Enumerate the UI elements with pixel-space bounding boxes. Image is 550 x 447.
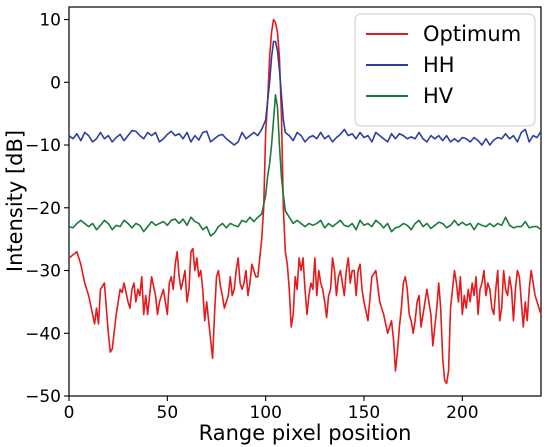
y-tick-label: −50 bbox=[25, 387, 61, 407]
x-tick-label: 100 bbox=[249, 403, 281, 423]
y-tick-label: −20 bbox=[25, 199, 61, 219]
legend-label-optimum: Optimum bbox=[423, 22, 521, 46]
ticks-layer: 0 50 100 150 200 −50 −40 −30 −20 −10 0 10 bbox=[25, 11, 478, 423]
x-tick-label: 150 bbox=[348, 403, 380, 423]
x-axis-label: Range pixel position bbox=[199, 421, 412, 445]
x-tick-label: 200 bbox=[446, 403, 478, 423]
y-tick-label: 0 bbox=[50, 73, 61, 93]
series-line-hv bbox=[68, 94, 542, 237]
y-axis-label: Intensity [dB] bbox=[3, 130, 27, 272]
y-tick-label: −30 bbox=[25, 262, 61, 282]
y-tick-label: −40 bbox=[25, 324, 61, 344]
plot-area-frame bbox=[68, 6, 542, 397]
legend-label-hv: HV bbox=[423, 84, 454, 108]
series-layer bbox=[68, 18, 542, 385]
y-tick-label: −10 bbox=[25, 136, 61, 156]
legend-box bbox=[354, 13, 536, 127]
x-tick-label: 0 bbox=[64, 403, 75, 423]
legend-label-hh: HH bbox=[423, 53, 455, 77]
series-line-hh bbox=[68, 40, 542, 146]
series-line-optimum bbox=[68, 18, 542, 385]
legend: Optimum HH HV bbox=[354, 13, 536, 127]
y-tick-label: 10 bbox=[39, 11, 61, 31]
x-tick-label: 50 bbox=[157, 403, 179, 423]
